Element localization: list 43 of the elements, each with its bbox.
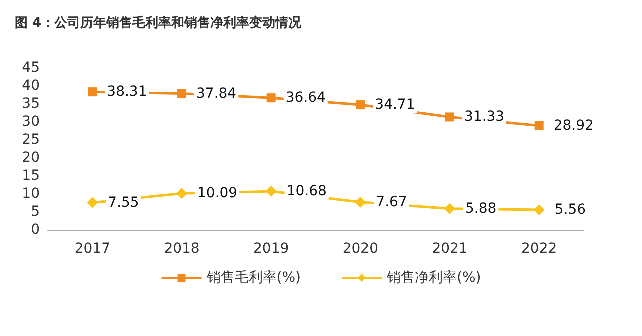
point xyxy=(356,100,366,110)
y-tick-label: 5 xyxy=(31,204,40,220)
y-tick-label: 30 xyxy=(22,114,40,130)
point xyxy=(444,203,456,214)
data-label: 28.92 xyxy=(554,118,594,134)
point xyxy=(446,112,454,122)
y-tick-label: 0 xyxy=(31,222,40,238)
data-label: 5.88 xyxy=(466,200,497,217)
x-tick-label: 2021 xyxy=(432,241,468,257)
x-tick-label: 2019 xyxy=(254,241,290,257)
point xyxy=(176,188,188,200)
point xyxy=(88,88,98,97)
x-tick-label: 2020 xyxy=(342,241,378,257)
point xyxy=(178,89,186,98)
data-label: 31.33 xyxy=(464,109,505,126)
x-tick-label: 2017 xyxy=(74,241,110,257)
data-label: 5.56 xyxy=(554,202,586,218)
x-tick-label: 2018 xyxy=(164,241,200,257)
y-tick-label: 20 xyxy=(22,150,40,166)
point xyxy=(355,196,366,208)
point xyxy=(266,186,277,198)
y-tick-label: 35 xyxy=(22,96,40,112)
data-label: 37.84 xyxy=(196,86,237,102)
x-tick-label: 2022 xyxy=(522,241,558,257)
y-tick-label: 15 xyxy=(22,168,40,184)
point xyxy=(87,197,98,208)
data-label: 10.09 xyxy=(198,186,238,202)
legend-label: 销售毛利率(%) xyxy=(206,270,302,286)
point xyxy=(534,204,545,216)
data-label: 7.55 xyxy=(108,194,140,211)
y-tick-label: 40 xyxy=(22,78,40,94)
data-label: 38.31 xyxy=(107,84,148,100)
y-tick-label: 25 xyxy=(22,132,40,148)
point xyxy=(534,121,544,130)
data-label: 36.64 xyxy=(286,90,326,106)
chart-title: 图 4：公司历年销售毛利率和销售净利率变动情况 xyxy=(15,15,303,31)
y-tick-label: 45 xyxy=(22,60,40,76)
point xyxy=(266,94,276,103)
data-label: 10.68 xyxy=(286,184,327,200)
data-label: 34.71 xyxy=(375,97,416,114)
y-tick-label: 10 xyxy=(22,186,40,202)
data-label: 7.67 xyxy=(376,194,408,210)
legend-label: 销售净利率(%) xyxy=(386,270,482,286)
